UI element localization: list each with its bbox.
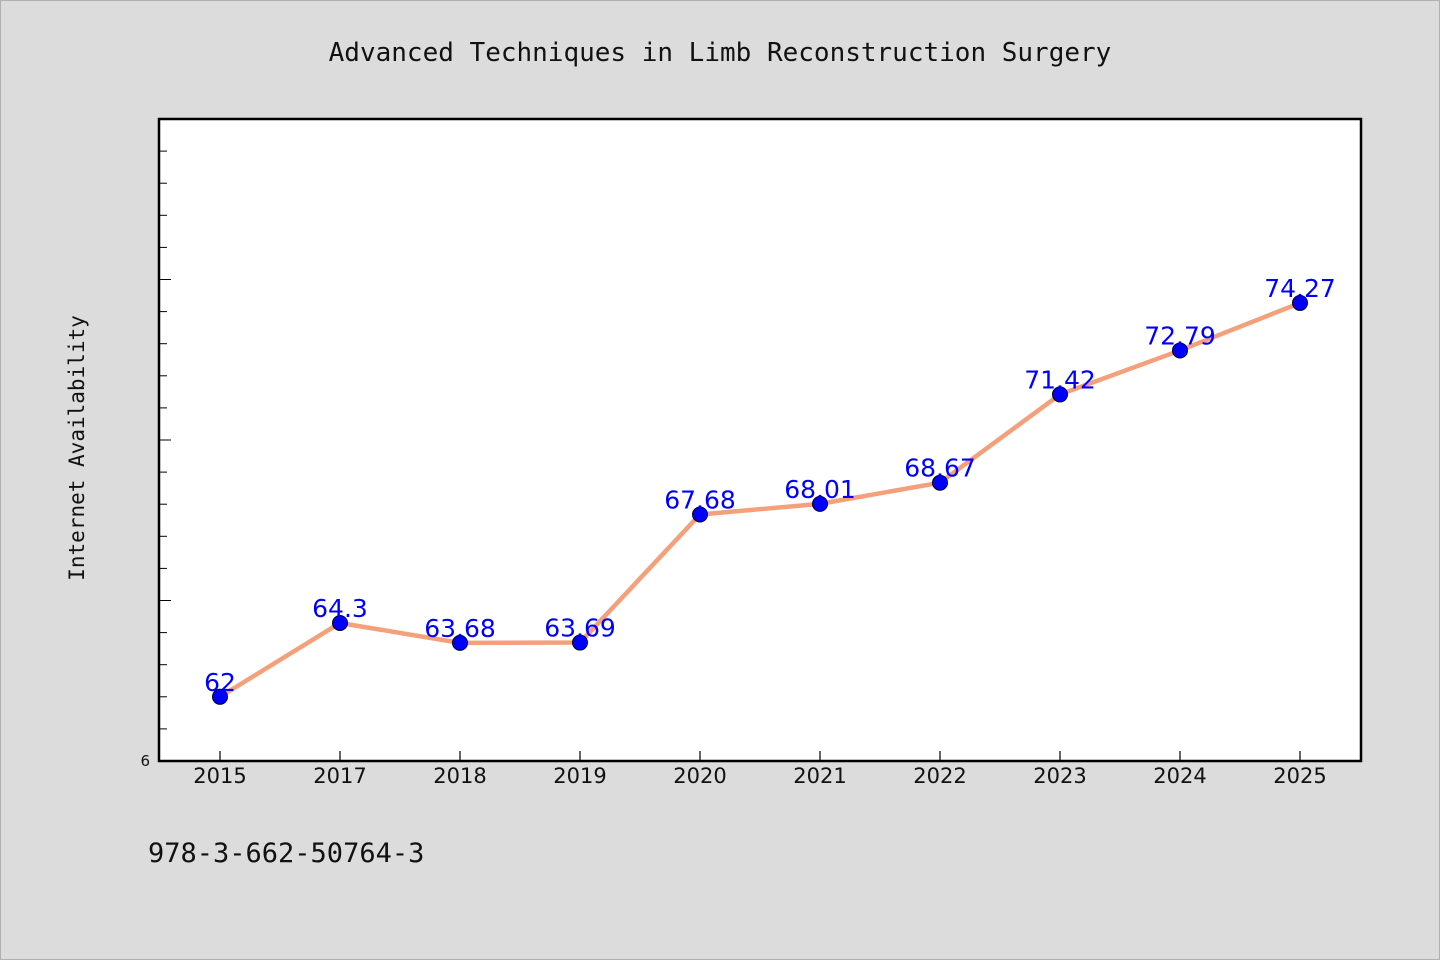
data-label-layer: 62 64.3 63.68 63.69 67.68 68.01 68.67 71.42 72.7…	[204, 274, 1336, 697]
marker-layer	[212, 294, 1308, 705]
chart-title: Advanced Techniques in Limb Reconstructi…	[329, 38, 1112, 68]
series-line	[218, 300, 1301, 699]
data-label: 64.3	[312, 594, 368, 623]
x-tick-label: 2019	[553, 764, 606, 788]
x-tick-label: 2015	[193, 764, 246, 788]
data-label: 74.27	[1264, 274, 1336, 303]
x-tick-label: 2021	[793, 764, 846, 788]
data-point	[932, 474, 948, 491]
x-tick-label: 2024	[1153, 764, 1206, 788]
data-point	[572, 634, 588, 651]
x-tick-label: 2023	[1033, 764, 1086, 788]
data-label: 71.42	[1024, 365, 1096, 394]
y-tick-label: 6	[140, 752, 150, 770]
data-point	[452, 634, 468, 651]
data-label: 63.69	[544, 614, 616, 643]
data-label: 67.68	[664, 485, 736, 514]
data-point	[332, 614, 348, 631]
data-label: 68.67	[904, 454, 976, 483]
x-tick-label: 2025	[1273, 764, 1326, 788]
data-point	[212, 688, 228, 705]
data-point	[812, 495, 828, 512]
x-tick-label: 2017	[313, 764, 366, 788]
plot-area	[157, 117, 1363, 763]
y-axis-label: Internet Availability	[65, 315, 89, 581]
data-point	[1052, 386, 1068, 403]
y-axis-ticks: 6	[140, 118, 171, 770]
series-layer	[218, 300, 1301, 699]
data-label: 72.79	[1144, 321, 1216, 350]
data-label: 63.68	[424, 614, 496, 643]
data-point	[1172, 342, 1188, 359]
x-axis-ticks: 2015 2017 2018 2019 2020 2021 2022 2023 2024 2025	[193, 751, 1327, 788]
x-tick-label: 2018	[433, 764, 486, 788]
x-tick-label: 2022	[913, 764, 966, 788]
data-label: 62	[204, 668, 236, 697]
data-label: 68.01	[784, 475, 856, 504]
isbn-text: 978-3-662-50764-3	[148, 838, 424, 869]
data-point	[1292, 294, 1308, 311]
data-point	[692, 506, 708, 523]
x-tick-label: 2020	[673, 764, 726, 788]
